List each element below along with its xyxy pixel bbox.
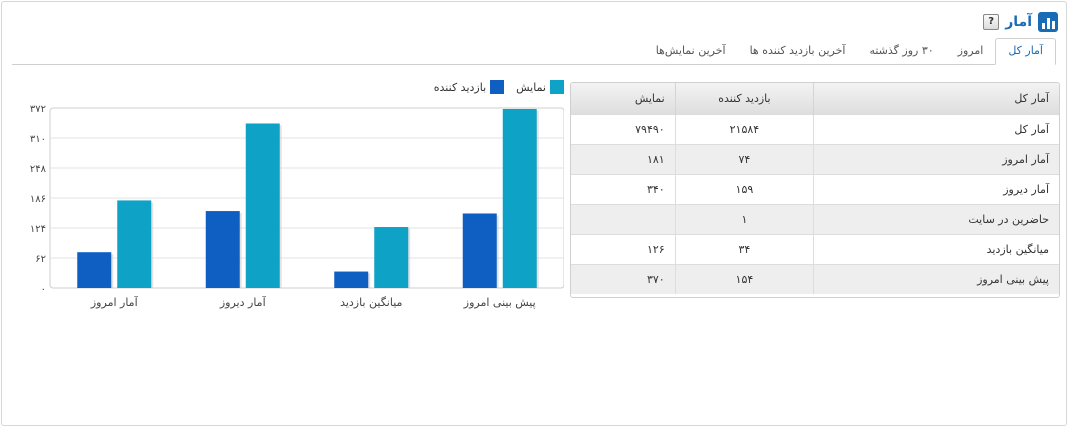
row-label: حاضرین در سایت bbox=[813, 204, 1059, 235]
row-views: ۳۷۰ bbox=[571, 264, 676, 294]
tab-today[interactable]: امروز bbox=[957, 44, 984, 57]
x-category-label: میانگین بازدید bbox=[340, 296, 402, 309]
panel-header: آمار ? bbox=[983, 10, 1058, 34]
row-visitors: ۱۵۹ bbox=[674, 174, 814, 205]
col-header-name: آمار کل bbox=[813, 83, 1059, 115]
row-label: آمار امروز bbox=[813, 144, 1059, 175]
y-tick-label: ۱۸۶ bbox=[30, 194, 46, 205]
tab-last-views[interactable]: آخرین نمایش‌ها bbox=[655, 44, 726, 57]
tab-bar: آمار کل امروز ۳۰ روز گذشته آخرین بازدید … bbox=[12, 38, 1056, 65]
table-row: آمار امروز ۷۴ ۱۸۱ bbox=[571, 144, 1059, 175]
bar-visitors bbox=[462, 213, 497, 288]
row-label: میانگین بازدید bbox=[813, 234, 1059, 265]
col-header-visitors: بازدید کننده bbox=[674, 83, 814, 115]
table-row: آمار دیروز ۱۵۹ ۳۴۰ bbox=[571, 174, 1059, 205]
bar-views bbox=[245, 123, 280, 288]
legend-item-visitors: بازدید کننده bbox=[433, 80, 505, 94]
legend-label-views: نمایش bbox=[516, 80, 546, 94]
row-views: ۷۹۴۹۰ bbox=[571, 114, 676, 145]
bar-views bbox=[117, 200, 152, 288]
y-tick-label: ۰ bbox=[41, 284, 46, 295]
x-category-label: پیش بینی امروز bbox=[463, 296, 536, 309]
row-visitors: ۳۴ bbox=[674, 234, 814, 265]
legend-item-views: نمایش bbox=[516, 80, 564, 94]
stats-chart-icon bbox=[1038, 12, 1058, 32]
y-tick-label: ۳۷۲ bbox=[30, 104, 46, 115]
chart-legend: بازدید کننده نمایش bbox=[434, 80, 564, 94]
help-button[interactable]: ? bbox=[983, 14, 1000, 30]
y-tick-label: ۲۴۸ bbox=[30, 164, 47, 175]
tab-last-visitors[interactable]: آخرین بازدید کننده ها bbox=[749, 44, 846, 57]
tab-total-stats[interactable]: آمار کل bbox=[995, 38, 1056, 65]
col-header-views: نمایش bbox=[571, 83, 676, 115]
table-row: آمار کل ۲۱۵۸۴ ۷۹۴۹۰ bbox=[571, 114, 1059, 145]
legend-label-visitors: بازدید کننده bbox=[433, 80, 487, 94]
stats-table: آمار کل بازدید کننده نمایش آمار کل ۲۱۵۸۴… bbox=[570, 82, 1060, 298]
table-header-row: آمار کل بازدید کننده نمایش bbox=[571, 83, 1059, 115]
chart-plot: ۰ ۶۲ ۱۲۴ ۱۸۶ ۲۴۸ ۳۱۰ ۳۷۲ پیش بینی امروز میانگین … bbox=[30, 104, 564, 309]
bar-visitors bbox=[77, 252, 112, 288]
table-row: پیش بینی امروز ۱۵۴ ۳۷۰ bbox=[571, 264, 1059, 294]
table-row: حاضرین در سایت ۱ bbox=[571, 204, 1059, 235]
bar-views bbox=[502, 108, 537, 288]
bar-views bbox=[374, 227, 409, 288]
x-category-label: آمار امروز bbox=[90, 295, 139, 309]
row-views: ۱۲۶ bbox=[571, 234, 676, 265]
panel-title: آمار bbox=[1005, 14, 1032, 30]
tab-last-30-days[interactable]: ۳۰ روز گذشته bbox=[869, 44, 934, 57]
bar-visitors bbox=[334, 271, 369, 288]
x-category-label: آمار دیروز bbox=[219, 295, 267, 309]
y-tick-label: ۳۱۰ bbox=[30, 134, 46, 145]
row-visitors: ۷۴ bbox=[674, 144, 814, 175]
row-label: آمار کل bbox=[813, 114, 1059, 145]
row-visitors: ۱۵۴ bbox=[674, 264, 814, 294]
row-label: پیش بینی امروز bbox=[813, 264, 1059, 294]
row-visitors: ۲۱۵۸۴ bbox=[674, 114, 814, 145]
y-tick-label: ۶۲ bbox=[35, 254, 46, 265]
table-row: میانگین بازدید ۳۴ ۱۲۶ bbox=[571, 234, 1059, 265]
row-views bbox=[571, 204, 676, 235]
row-views: ۱۸۱ bbox=[571, 144, 676, 175]
row-label: آمار دیروز bbox=[813, 174, 1059, 205]
legend-swatch-visitors bbox=[490, 80, 505, 94]
stats-chart: بازدید کننده نمایش ۰ ۶۲ ۱۲۴ ۱۸۶ ۲۴۸ ۳۱۰ ۳۷۲ پیش… bbox=[12, 80, 564, 320]
bar-visitors bbox=[205, 211, 240, 288]
row-views: ۳۴۰ bbox=[571, 174, 676, 205]
row-visitors: ۱ bbox=[674, 204, 814, 235]
y-tick-label: ۱۲۴ bbox=[30, 224, 46, 235]
legend-swatch-views bbox=[550, 80, 564, 94]
